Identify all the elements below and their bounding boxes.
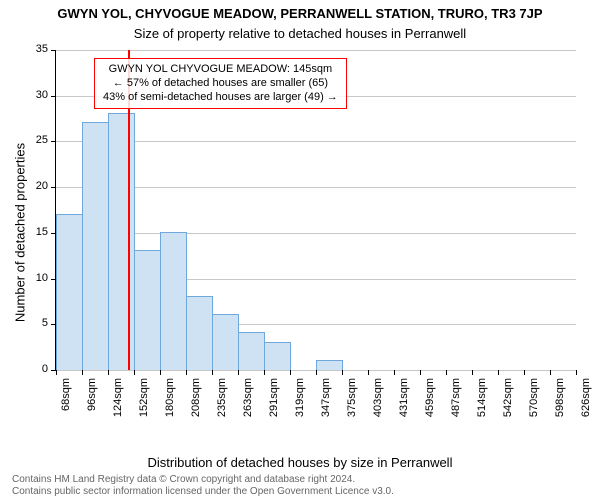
x-tick-mark [420, 370, 421, 375]
x-tick-label: 152sqm [138, 378, 150, 438]
histogram-bar [56, 214, 83, 370]
x-tick-label: 514sqm [476, 378, 488, 438]
x-tick-label: 459sqm [424, 378, 436, 438]
x-tick-mark [342, 370, 343, 375]
gridline [56, 50, 576, 51]
x-tick-mark [498, 370, 499, 375]
info-box-line1: GWYN YOL CHYVOGUE MEADOW: 145sqm [103, 63, 338, 77]
y-tick-mark [51, 141, 56, 142]
y-tick-mark [51, 96, 56, 97]
x-tick-mark [186, 370, 187, 375]
histogram-bar [108, 113, 135, 370]
x-tick-mark [550, 370, 551, 375]
histogram-bar [134, 250, 161, 370]
x-tick-mark [264, 370, 265, 375]
x-tick-mark [134, 370, 135, 375]
x-tick-mark [316, 370, 317, 375]
x-tick-mark [82, 370, 83, 375]
histogram-bar [238, 332, 265, 370]
x-tick-label: 487sqm [450, 378, 462, 438]
footer-text: Contains HM Land Registry data © Crown c… [12, 474, 394, 498]
chart-plot-area: 0510152025303568sqm96sqm124sqm152sqm180s… [55, 50, 576, 371]
y-tick-label: 35 [18, 43, 48, 55]
y-tick-label: 10 [18, 272, 48, 284]
x-tick-mark [576, 370, 577, 375]
x-tick-label: 347sqm [320, 378, 332, 438]
x-tick-mark [56, 370, 57, 375]
x-tick-label: 263sqm [242, 378, 254, 438]
y-tick-mark [51, 50, 56, 51]
y-tick-label: 25 [18, 134, 48, 146]
histogram-bar [160, 232, 187, 370]
x-tick-mark [368, 370, 369, 375]
histogram-bar [264, 342, 291, 370]
y-tick-label: 5 [18, 317, 48, 329]
x-tick-label: 598sqm [554, 378, 566, 438]
x-tick-label: 68sqm [60, 378, 72, 438]
x-tick-mark [446, 370, 447, 375]
x-tick-label: 124sqm [112, 378, 124, 438]
x-tick-label: 208sqm [190, 378, 202, 438]
x-tick-mark [212, 370, 213, 375]
histogram-bar [186, 296, 213, 370]
chart-title-line1: GWYN YOL, CHYVOGUE MEADOW, PERRANWELL ST… [0, 6, 600, 21]
info-box: GWYN YOL CHYVOGUE MEADOW: 145sqm ← 57% o… [94, 58, 347, 109]
histogram-bar [82, 122, 109, 370]
x-tick-label: 431sqm [398, 378, 410, 438]
x-tick-mark [290, 370, 291, 375]
x-tick-mark [108, 370, 109, 375]
x-tick-mark [160, 370, 161, 375]
x-tick-label: 375sqm [346, 378, 358, 438]
chart-container: GWYN YOL, CHYVOGUE MEADOW, PERRANWELL ST… [0, 0, 600, 500]
x-tick-mark [524, 370, 525, 375]
y-tick-mark [51, 187, 56, 188]
x-tick-label: 180sqm [164, 378, 176, 438]
x-tick-label: 319sqm [294, 378, 306, 438]
x-axis-label: Distribution of detached houses by size … [0, 455, 600, 470]
x-tick-label: 570sqm [528, 378, 540, 438]
x-tick-label: 291sqm [268, 378, 280, 438]
y-tick-label: 0 [18, 363, 48, 375]
info-box-line3: 43% of semi-detached houses are larger (… [103, 91, 338, 105]
chart-title-line2: Size of property relative to detached ho… [0, 26, 600, 41]
histogram-bar [316, 360, 343, 370]
x-tick-mark [238, 370, 239, 375]
x-tick-mark [394, 370, 395, 375]
x-tick-mark [472, 370, 473, 375]
x-tick-label: 542sqm [502, 378, 514, 438]
x-tick-label: 626sqm [580, 378, 592, 438]
y-tick-label: 15 [18, 226, 48, 238]
x-tick-label: 96sqm [86, 378, 98, 438]
histogram-bar [212, 314, 239, 370]
info-box-line2: ← 57% of detached houses are smaller (65… [103, 77, 338, 91]
x-tick-label: 235sqm [216, 378, 228, 438]
y-tick-label: 30 [18, 89, 48, 101]
footer-line2: Contains public sector information licen… [12, 486, 394, 498]
footer-line1: Contains HM Land Registry data © Crown c… [12, 474, 394, 486]
y-tick-label: 20 [18, 180, 48, 192]
x-tick-label: 403sqm [372, 378, 384, 438]
